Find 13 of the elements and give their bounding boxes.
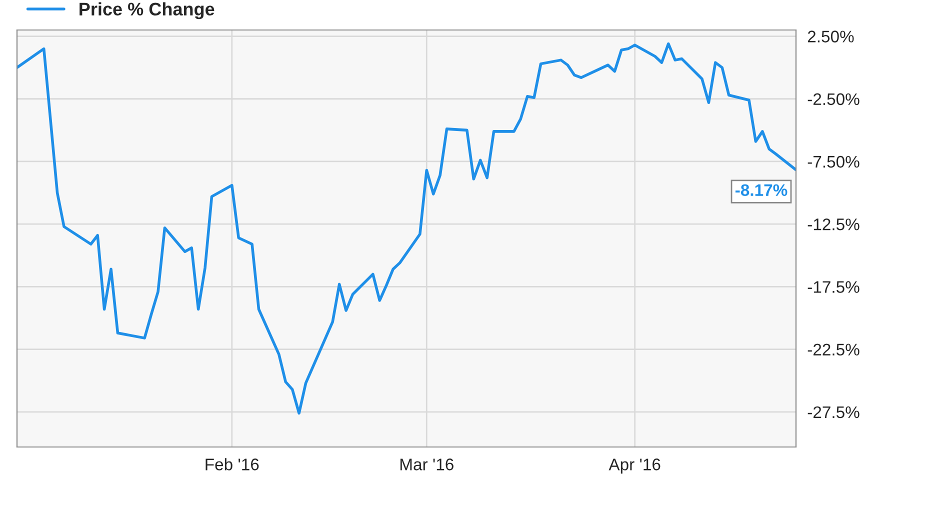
y-tick-label: -7.50% bbox=[808, 156, 860, 168]
data-label: -8.17% bbox=[736, 184, 788, 196]
y-tick-label: -27.5% bbox=[808, 406, 860, 418]
legend-label: Price % Change bbox=[80, 2, 214, 20]
y-tick-label: 2.50% bbox=[808, 30, 854, 42]
y-tick-label: -12.5% bbox=[808, 218, 860, 230]
x-tick-label: Apr '16 bbox=[608, 458, 660, 474]
x-tick-label: Mar '16 bbox=[400, 458, 454, 470]
y-tick-label: -22.5% bbox=[808, 344, 860, 356]
y-tick-label: -17.5% bbox=[808, 281, 860, 293]
x-tick-label: Feb '16 bbox=[206, 458, 259, 470]
y-tick-label: -2.50% bbox=[808, 93, 860, 106]
line-series bbox=[17, 42, 796, 415]
